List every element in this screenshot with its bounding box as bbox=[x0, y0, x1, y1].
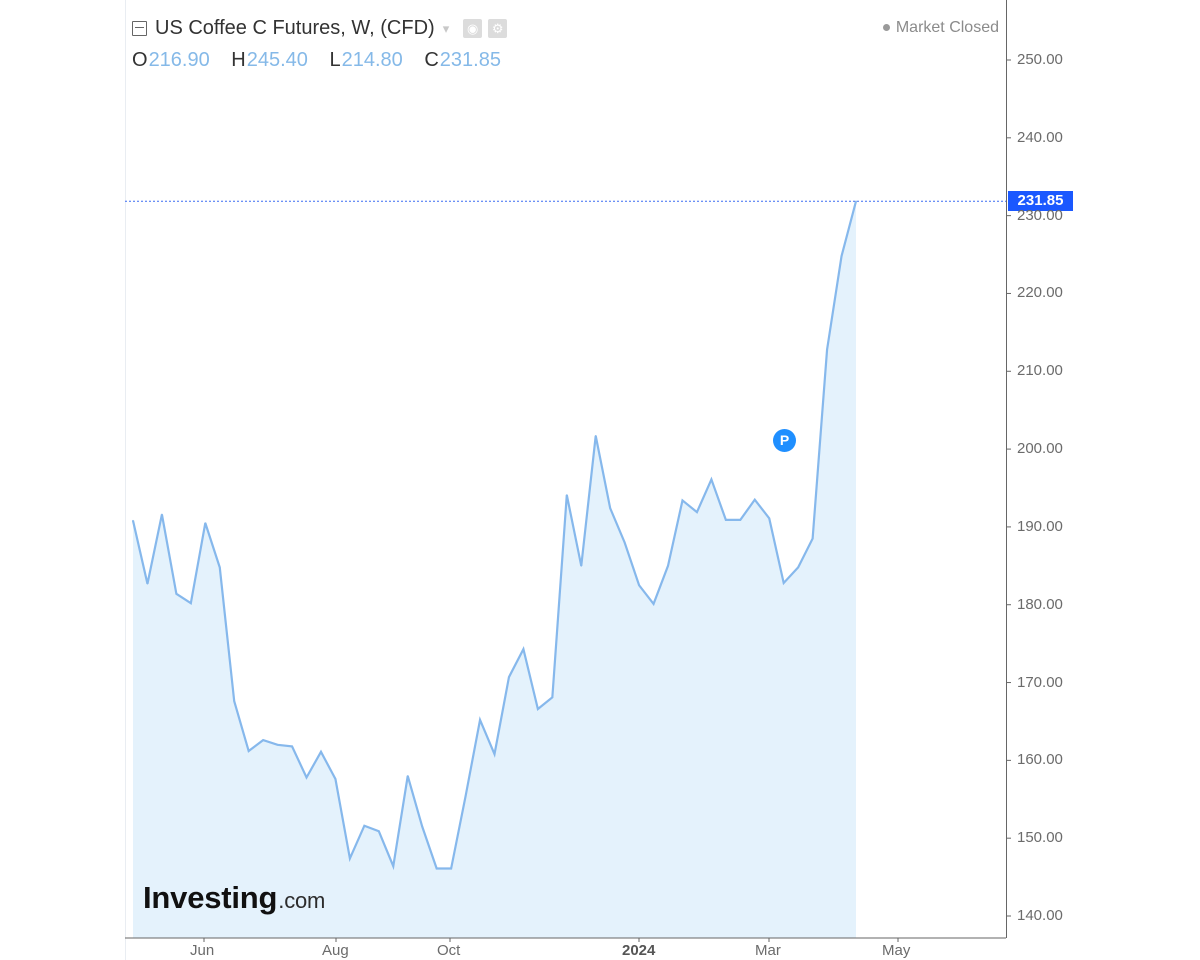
y-axis-label: 160.00 bbox=[1017, 751, 1063, 768]
price-point bbox=[826, 348, 828, 351]
price-point bbox=[594, 435, 597, 437]
price-point bbox=[146, 582, 149, 585]
price-point bbox=[840, 255, 843, 257]
price-point bbox=[378, 830, 380, 832]
price-point bbox=[305, 776, 308, 779]
event-marker[interactable]: P bbox=[773, 429, 796, 452]
price-point bbox=[652, 603, 655, 605]
price-point bbox=[406, 775, 409, 777]
price-point bbox=[190, 602, 192, 604]
y-axis-label: 250.00 bbox=[1017, 51, 1063, 68]
price-point bbox=[320, 751, 322, 753]
y-axis-label: 210.00 bbox=[1017, 362, 1063, 379]
price-point bbox=[161, 513, 163, 516]
open-value: 216.90 bbox=[148, 49, 210, 71]
price-point bbox=[782, 582, 785, 584]
price-point bbox=[797, 566, 799, 569]
price-point bbox=[334, 778, 337, 780]
close-value: 231.85 bbox=[439, 49, 501, 71]
price-point bbox=[725, 519, 727, 521]
chart-legend: US Coffee C Futures, W, (CFD) ▾ ◉ ⚙ bbox=[132, 14, 508, 42]
y-axis-label: 180.00 bbox=[1017, 596, 1063, 613]
investing-logo: Investing.com bbox=[143, 878, 325, 921]
gear-icon[interactable]: ⚙ bbox=[488, 18, 508, 38]
y-axis-label: 140.00 bbox=[1017, 907, 1063, 924]
y-axis-label: 200.00 bbox=[1017, 440, 1063, 457]
price-point bbox=[450, 867, 452, 870]
collapse-icon[interactable] bbox=[132, 20, 147, 36]
x-axis-label: Mar bbox=[755, 942, 781, 959]
price-point bbox=[768, 517, 771, 520]
price-point bbox=[609, 507, 611, 510]
high-label: H bbox=[231, 49, 246, 71]
low-value: 214.80 bbox=[341, 49, 403, 71]
price-point bbox=[291, 745, 293, 748]
price-point bbox=[753, 498, 756, 501]
x-axis-label: Jun bbox=[190, 942, 215, 959]
price-point bbox=[262, 739, 264, 741]
y-axis-line bbox=[1006, 0, 1007, 938]
high-value: 245.40 bbox=[246, 49, 308, 71]
symbol-title: US Coffee C Futures, W, (CFD) bbox=[155, 17, 435, 39]
x-axis-label: Aug bbox=[322, 942, 349, 959]
current-price-label: 231.85 bbox=[1008, 191, 1073, 211]
price-point bbox=[710, 478, 713, 481]
market-status: Market Closed bbox=[882, 18, 999, 38]
price-point bbox=[551, 696, 554, 699]
price-point bbox=[132, 519, 134, 522]
price-point bbox=[479, 719, 481, 721]
price-point bbox=[537, 708, 539, 710]
market-status-dot bbox=[882, 24, 890, 31]
price-point bbox=[681, 499, 684, 502]
price-point bbox=[739, 519, 742, 521]
price-point bbox=[855, 200, 857, 203]
close-label: C bbox=[424, 49, 439, 71]
price-point bbox=[363, 824, 366, 827]
price-point bbox=[421, 825, 424, 828]
legend-title-row: US Coffee C Futures, W, (CFD) ▾ ◉ ⚙ bbox=[132, 14, 508, 42]
price-point bbox=[667, 565, 669, 567]
price-point bbox=[638, 584, 640, 587]
price-point bbox=[233, 700, 236, 703]
price-point bbox=[566, 494, 568, 496]
price-point bbox=[493, 753, 496, 755]
y-axis-label: 240.00 bbox=[1017, 129, 1063, 146]
price-point bbox=[464, 795, 467, 797]
price-point bbox=[508, 676, 510, 678]
low-label: L bbox=[329, 49, 341, 71]
x-axis-label: Oct bbox=[437, 942, 461, 959]
price-point bbox=[218, 566, 221, 569]
price-point bbox=[522, 648, 525, 650]
price-point bbox=[811, 537, 814, 540]
y-axis-label: 220.00 bbox=[1017, 284, 1063, 301]
y-axis-label: 190.00 bbox=[1017, 518, 1063, 535]
ohlc-values: O216.90 H245.40 L214.80 C231.85 bbox=[132, 48, 517, 72]
y-axis-label: 170.00 bbox=[1017, 674, 1063, 691]
price-area bbox=[133, 201, 856, 939]
price-point bbox=[175, 593, 178, 595]
price-point bbox=[349, 857, 351, 860]
y-axis-label: 150.00 bbox=[1017, 829, 1063, 846]
x-axis-label: 2024 bbox=[622, 942, 656, 959]
price-point bbox=[696, 511, 698, 513]
eye-icon[interactable]: ◉ bbox=[463, 18, 483, 38]
price-point bbox=[392, 865, 395, 867]
price-point bbox=[623, 541, 626, 544]
price-point bbox=[276, 744, 279, 746]
investing-logo-suffix: .com bbox=[278, 888, 326, 913]
price-point bbox=[580, 565, 583, 567]
price-point bbox=[435, 867, 438, 870]
investing-logo-brand: Investing bbox=[143, 880, 278, 915]
y-axis-label: 230.00 bbox=[1017, 207, 1063, 224]
x-axis-label: May bbox=[882, 942, 911, 959]
chevron-down-icon[interactable]: ▾ bbox=[442, 21, 450, 36]
plot-group bbox=[125, 59, 1011, 942]
market-status-text: Market Closed bbox=[895, 19, 999, 36]
price-point bbox=[247, 750, 250, 752]
open-label: O bbox=[132, 49, 148, 71]
price-point bbox=[204, 522, 207, 524]
